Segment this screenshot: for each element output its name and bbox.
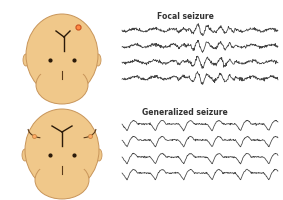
Ellipse shape [26, 14, 98, 96]
Ellipse shape [25, 109, 99, 191]
Ellipse shape [33, 146, 91, 174]
Text: Generalized seizure: Generalized seizure [142, 108, 228, 117]
Ellipse shape [95, 54, 101, 66]
Ellipse shape [35, 51, 89, 79]
Ellipse shape [36, 66, 88, 104]
Ellipse shape [35, 161, 89, 199]
Ellipse shape [23, 54, 29, 66]
Ellipse shape [96, 149, 102, 161]
Ellipse shape [22, 149, 28, 161]
Text: Focal seizure: Focal seizure [156, 12, 213, 21]
